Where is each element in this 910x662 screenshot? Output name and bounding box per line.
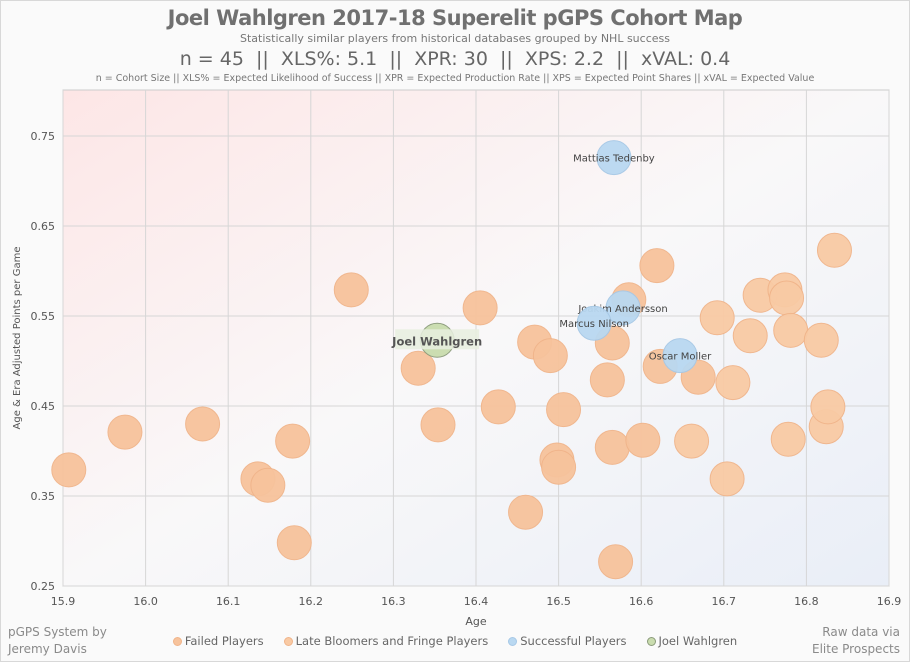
legend-marker-icon bbox=[283, 637, 293, 646]
legend-marker-icon bbox=[172, 637, 182, 646]
highlight-label-bg bbox=[395, 329, 480, 350]
data-point bbox=[541, 449, 577, 485]
legend-item[interactable]: Late Bloomers and Fringe Players bbox=[283, 634, 489, 648]
data-point bbox=[803, 322, 839, 358]
y-tick-label: 0.45 bbox=[31, 400, 56, 413]
data-point bbox=[709, 461, 745, 497]
y-tick-label: 0.25 bbox=[31, 580, 56, 593]
y-tick-label: 0.75 bbox=[31, 130, 56, 143]
y-tick-label: 0.35 bbox=[31, 490, 56, 503]
data-point bbox=[185, 406, 221, 442]
data-point bbox=[333, 272, 369, 308]
data-label: Oscar Moller bbox=[649, 352, 712, 363]
y-tick-label: 0.65 bbox=[31, 220, 56, 233]
data-point bbox=[276, 525, 312, 561]
legend-item[interactable]: Successful Players bbox=[508, 634, 627, 648]
y-axis-label: Age & Era Adjusted Points per Game bbox=[12, 247, 23, 430]
data-point bbox=[625, 422, 661, 458]
legend-label: Successful Players bbox=[520, 634, 627, 648]
x-tick-label: 16.1 bbox=[216, 595, 241, 608]
data-point bbox=[769, 280, 805, 316]
y-tick-label: 0.55 bbox=[31, 310, 56, 323]
data-point bbox=[596, 140, 632, 176]
data-point bbox=[639, 248, 675, 284]
data-point bbox=[508, 494, 544, 530]
x-tick-label: 16.3 bbox=[381, 595, 406, 608]
credit-right-line2: Elite Prospects bbox=[812, 642, 900, 656]
credit-left-line1: pGPS System by bbox=[8, 625, 107, 639]
legend-label: Late Bloomers and Fringe Players bbox=[295, 634, 489, 648]
data-point bbox=[605, 290, 641, 326]
legend-marker-icon bbox=[646, 637, 656, 646]
data-label: Mattias Tedenby bbox=[573, 154, 655, 165]
x-tick-label: 16.5 bbox=[546, 595, 571, 608]
data-label: Joel Wahlgren bbox=[391, 334, 482, 348]
data-point bbox=[662, 338, 698, 374]
x-tick-label: 16.9 bbox=[877, 595, 902, 608]
x-tick-label: 16.4 bbox=[464, 595, 489, 608]
credit-left-line2: Jeremy Davis bbox=[8, 642, 87, 656]
data-point bbox=[810, 389, 846, 425]
credit-right: Raw data via Elite Prospects bbox=[812, 624, 900, 658]
credit-left: pGPS System by Jeremy Davis bbox=[8, 624, 107, 658]
data-point bbox=[589, 362, 625, 398]
data-label: Joakim Andersson bbox=[577, 304, 667, 315]
data-point bbox=[250, 467, 286, 503]
data-point bbox=[576, 305, 612, 341]
data-point bbox=[400, 350, 436, 386]
data-point bbox=[598, 544, 634, 580]
legend-item[interactable]: Joel Wahlgren bbox=[646, 634, 738, 648]
data-point bbox=[532, 338, 568, 374]
x-tick-label: 16.7 bbox=[712, 595, 737, 608]
chart-legend: Failed Players Late Bloomers and Fringe P… bbox=[0, 634, 910, 648]
legend-label: Failed Players bbox=[184, 634, 264, 648]
x-tick-label: 16.2 bbox=[299, 595, 324, 608]
chart-title: Joel Wahlgren 2017-18 Superelit pGPS Coh… bbox=[167, 6, 743, 30]
data-point bbox=[107, 414, 143, 450]
data-point bbox=[674, 423, 710, 459]
data-point bbox=[594, 429, 630, 465]
x-tick-label: 16.0 bbox=[133, 595, 158, 608]
data-label: Marcus Nilson bbox=[559, 319, 629, 330]
data-point bbox=[275, 423, 311, 459]
cohort-stats: n = 45 || XLS%: 5.1 || XPR: 30 || XPS: 2… bbox=[179, 48, 731, 70]
x-tick-label: 16.8 bbox=[794, 595, 819, 608]
data-point bbox=[420, 407, 456, 443]
data-point bbox=[816, 232, 852, 268]
data-point bbox=[699, 300, 735, 336]
legend-label: Joel Wahlgren bbox=[658, 634, 738, 648]
legend-marker-icon bbox=[508, 637, 518, 646]
data-point bbox=[51, 452, 87, 488]
x-tick-label: 15.9 bbox=[51, 595, 76, 608]
stats-definitions: n = Cohort Size || XLS% = Expected Likel… bbox=[95, 73, 815, 84]
chart-subtitle: Statistically similar players from histo… bbox=[240, 32, 670, 45]
data-point bbox=[770, 421, 806, 457]
data-point bbox=[715, 365, 751, 401]
data-point bbox=[462, 290, 498, 326]
credit-right-line1: Raw data via bbox=[822, 625, 900, 639]
legend-item[interactable]: Failed Players bbox=[172, 634, 264, 648]
x-axis-label: Age bbox=[465, 615, 487, 628]
x-tick-label: 16.6 bbox=[629, 595, 654, 608]
data-point bbox=[480, 389, 516, 425]
data-point bbox=[732, 318, 768, 354]
data-point bbox=[773, 312, 809, 348]
data-point bbox=[546, 392, 582, 428]
